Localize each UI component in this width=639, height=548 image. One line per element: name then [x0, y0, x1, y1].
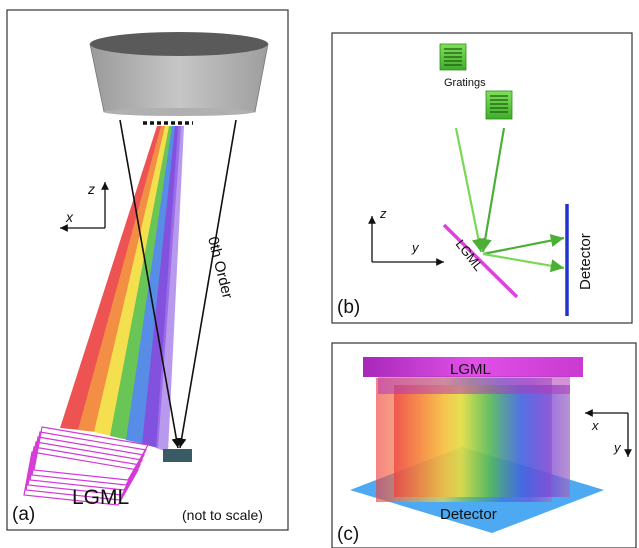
- telescope-icon: [89, 32, 269, 116]
- lgml-mirror-b: [442, 223, 519, 299]
- reflected-ray-1: [482, 234, 565, 256]
- panel-c: LGML Detector x y (c): [331, 342, 637, 548]
- axes-c: x y: [585, 409, 632, 457]
- axis-z-label-a: z: [87, 181, 95, 197]
- scale-note: (not to scale): [182, 507, 263, 523]
- axes-a: z x: [59, 181, 109, 232]
- axis-x-label-a: x: [65, 209, 74, 225]
- grating-icon-1: [439, 43, 467, 71]
- zero-order-ray-left: [119, 119, 182, 449]
- lgml-bar-c-lower: [378, 376, 570, 394]
- incident-ray-2: [478, 127, 506, 253]
- zero-order-ray-right: [176, 119, 237, 449]
- axis-z-label-b: z: [379, 206, 387, 221]
- lgml-label-a: LGML: [72, 486, 129, 509]
- lgml-stack-a: [23, 426, 149, 506]
- axis-y-label-b: y: [411, 240, 420, 255]
- axes-b: z y: [368, 206, 444, 266]
- grating-icon-2: [485, 90, 513, 120]
- detector-label-b: Detector: [577, 233, 594, 290]
- panel-b-label: (b): [337, 297, 360, 318]
- axis-x-label-c: x: [591, 418, 599, 433]
- panel-a: z x 0th Order LGML (not to scale) (a): [6, 9, 289, 531]
- panel-b: Gratings LGML Detector z y (b): [331, 32, 633, 324]
- detector-label-c: Detector: [440, 506, 497, 523]
- incident-ray-1: [454, 127, 485, 253]
- panel-a-label: (a): [12, 504, 35, 525]
- spectrum-band-front: [394, 385, 570, 497]
- dispersed-spectrum: [60, 126, 184, 452]
- gratings-label: Gratings: [444, 77, 486, 89]
- zero-order-detector: [163, 449, 192, 462]
- reflected-ray-2: [482, 252, 565, 273]
- lgml-label-c: LGML: [450, 361, 491, 378]
- panel-b-frame: [331, 32, 633, 324]
- panel-c-label: (c): [337, 524, 359, 545]
- lgml-bar-c: [363, 357, 583, 377]
- axis-y-label-c: y: [613, 440, 622, 455]
